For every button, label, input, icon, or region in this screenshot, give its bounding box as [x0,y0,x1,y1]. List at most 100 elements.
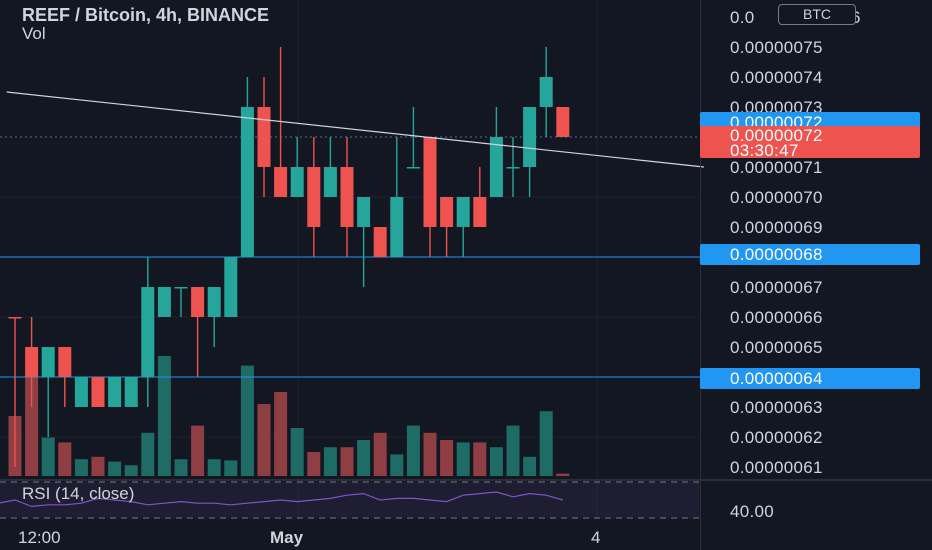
candle-body [390,197,404,257]
candle-body [274,167,288,197]
volume-label[interactable]: Vol [22,24,46,43]
volume-bar [157,356,171,476]
time-label: May [270,528,304,547]
volume-bar [373,432,387,476]
candle-body [473,197,487,227]
volume-bar [124,465,138,476]
volume-bar [207,459,221,476]
volume-bar [108,461,122,476]
candle-body [406,167,420,169]
volume-bar [240,365,254,476]
volume-bar [489,447,503,476]
candle-body [523,107,537,167]
candle-body [157,287,171,317]
last-price-label: 0.00000072 03:30:47 [700,126,920,160]
volume-bar [506,425,520,476]
volume-bar [290,428,304,476]
currency-button[interactable]: BTC [778,4,856,25]
volume-bar [174,459,188,476]
volume-bars [8,356,570,476]
price-tick: 0.00000070 [730,188,823,207]
volume-bar [74,459,88,476]
volume-bar [456,442,470,476]
candle-body [91,377,105,407]
price-tick: 0.00000071 [730,158,823,177]
candle-body [506,167,520,169]
rsi-indicator-label[interactable]: RSI (14, close) [22,484,135,503]
volume-bar [257,404,271,476]
candle-body [307,167,321,227]
trendline-segment [6,91,704,168]
candle-body [41,347,55,377]
volume-bar [406,425,420,476]
volume-bar [340,447,354,476]
price-tick: 0.00000075 [730,38,823,57]
volume-bar [224,460,238,476]
price-tick: 0.00000067 [730,278,823,297]
last-price-value: 0.00000072 [730,126,823,145]
price-tick: 0.00000062 [730,428,823,447]
candle-body [489,137,503,197]
trendline[interactable] [6,91,704,168]
candle-body [224,257,238,317]
candle-body [240,107,254,257]
price-tick: 0.00000065 [730,338,823,357]
candle-body [74,377,88,407]
candle-body [58,347,72,377]
candle-body [373,227,387,257]
rsi-line [0,491,563,508]
rsi-pane [0,481,700,519]
volume-bar [473,442,487,476]
volume-bar [141,432,155,476]
price-tick: 0.00000066 [730,308,823,327]
symbol-title[interactable]: REEF / Bitcoin, 4h, BINANCE [22,5,270,25]
volume-bar [390,454,404,476]
candle-body [357,197,371,227]
price-scale-border [700,0,701,550]
candle-body [25,347,39,377]
candle-body [340,167,354,227]
candle-body [290,167,304,197]
candle-body [141,287,155,377]
candle-body [556,107,570,137]
candle-body [323,167,337,197]
grid-lines [0,0,700,523]
volume-bar [357,440,371,476]
volume-bar [274,392,288,476]
time-label: 4 [591,528,601,547]
candle-body [456,197,470,227]
candle-body [108,377,122,407]
volume-bar [556,473,570,476]
price-tick: 0.00000074 [730,68,823,87]
candle-body [174,287,188,289]
pane-divider[interactable] [0,479,932,481]
volume-bar [523,456,537,476]
price-tick: 0.00000061 [730,458,823,477]
volume-bar [41,437,55,476]
volume-bar [323,447,337,476]
volume-bar [191,425,205,476]
bar-countdown: 03:30:47 [730,141,799,160]
candle-body [8,317,22,319]
volume-bar [58,442,72,476]
volume-bar [423,432,437,476]
candle-body [191,287,205,317]
volume-bar [440,440,454,476]
volume-bar [25,375,39,476]
price-tick: 0.00000069 [730,218,823,237]
candle-body [124,377,138,407]
volume-bar [539,411,553,476]
volume-bar [307,452,321,476]
candle-body [257,107,271,167]
time-label: 12:00 [18,528,61,547]
candle-body [207,287,221,317]
level-label-lower[interactable]: 0.00000064 [700,368,920,389]
volume-bar [91,456,105,476]
candle-body [423,137,437,227]
candle-body [440,197,454,227]
level-label-middle[interactable]: 0.00000068 [700,244,920,265]
price-tick: 0.00000063 [730,398,823,417]
candle-body [539,77,553,107]
rsi-scale-tick: 40.00 [730,502,775,521]
